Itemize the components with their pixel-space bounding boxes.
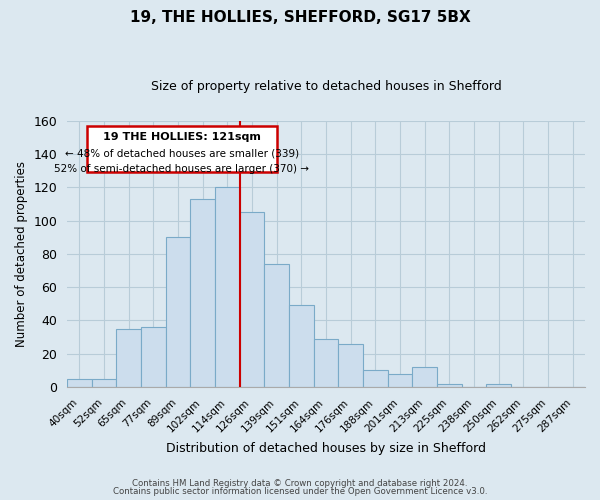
Bar (190, 199, 215, 387)
Text: Contains public sector information licensed under the Open Government Licence v3: Contains public sector information licen… (113, 487, 487, 496)
Bar (166, 237, 190, 387)
Bar (314, 339, 338, 387)
Bar (240, 212, 265, 387)
Bar (289, 306, 314, 387)
Y-axis label: Number of detached properties: Number of detached properties (15, 161, 28, 347)
Bar (412, 367, 437, 387)
Bar (363, 370, 388, 387)
FancyBboxPatch shape (87, 126, 277, 172)
Bar (338, 344, 363, 387)
Title: Size of property relative to detached houses in Shefford: Size of property relative to detached ho… (151, 80, 502, 93)
Text: Contains HM Land Registry data © Crown copyright and database right 2024.: Contains HM Land Registry data © Crown c… (132, 478, 468, 488)
Bar (437, 384, 462, 387)
Bar (92, 379, 116, 387)
Bar (67, 379, 92, 387)
Text: 19 THE HOLLIES: 121sqm: 19 THE HOLLIES: 121sqm (103, 132, 261, 142)
Text: ← 48% of detached houses are smaller (339): ← 48% of detached houses are smaller (33… (65, 148, 299, 158)
Bar (141, 327, 166, 387)
Bar (215, 187, 240, 387)
Bar (116, 329, 141, 387)
X-axis label: Distribution of detached houses by size in Shefford: Distribution of detached houses by size … (166, 442, 486, 455)
Text: 52% of semi-detached houses are larger (370) →: 52% of semi-detached houses are larger (… (55, 164, 310, 174)
Bar (487, 384, 511, 387)
Text: 19, THE HOLLIES, SHEFFORD, SG17 5BX: 19, THE HOLLIES, SHEFFORD, SG17 5BX (130, 10, 470, 25)
Bar (388, 374, 412, 387)
Bar (265, 264, 289, 387)
